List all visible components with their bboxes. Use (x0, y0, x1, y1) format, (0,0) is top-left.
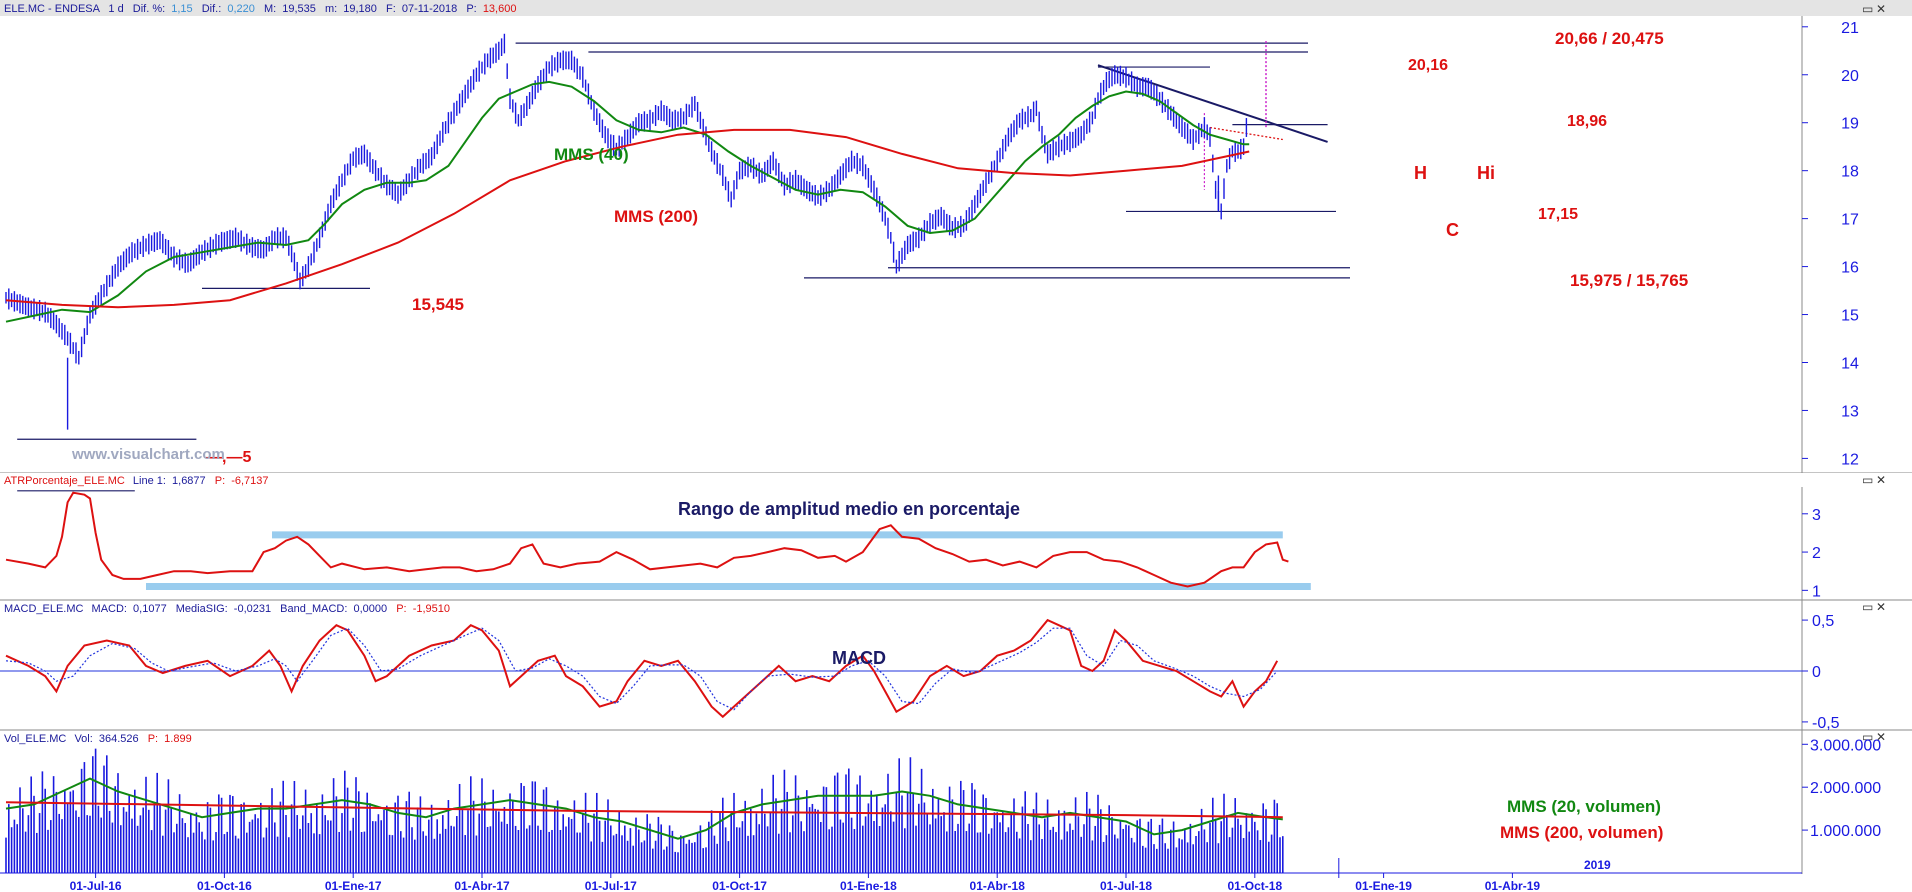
y-tick-label: 21 (1841, 20, 1859, 37)
pattern-label-c: C (1446, 220, 1459, 240)
macd-panel-title: MACD (832, 648, 886, 668)
x-tick-label: 01-Oct-18 (1227, 879, 1282, 892)
x-tick-label: 01-Jul-18 (1100, 879, 1152, 892)
restore-icon[interactable]: ▭ (1862, 473, 1873, 487)
x-tick-label: 01-Ene-19 (1355, 879, 1412, 892)
pattern-label-hi: Hi (1477, 163, 1495, 183)
level-label-20-16: 20,16 (1408, 57, 1448, 74)
y-tick-label: 19 (1841, 116, 1859, 133)
level-label-15-975: 15,975 / 15,765 (1570, 271, 1688, 290)
macd-series-mediasig (5, 627, 1278, 711)
level-label-20-66: 20,66 / 20,475 (1555, 29, 1664, 48)
axes-layer: 212019181716151413123210,50-0,53.000.000… (0, 20, 1881, 892)
y-tick-label: 2 (1812, 545, 1821, 562)
pattern-label-h: H (1414, 163, 1427, 183)
mms40-label: MMS (40) (554, 145, 629, 164)
y-tick-label: 0,5 (1812, 613, 1834, 630)
y-tick-label: 14 (1841, 355, 1859, 372)
watermark: www.visualchart.com (71, 446, 225, 463)
year-marker-label: 2019 (1584, 858, 1611, 872)
level-label-low: —,—5 (206, 449, 251, 466)
macd-header-text: MACD_ELE.MC MACD: 0,1077 MediaSIG: -0,02… (4, 603, 450, 615)
close-icon[interactable]: ✕ (1876, 730, 1886, 744)
guide-lines-layer (0, 41, 1802, 672)
mms200-label: MMS (200) (614, 207, 698, 226)
y-tick-label: 20 (1841, 68, 1859, 85)
y-tick-label: 18 (1841, 164, 1859, 181)
x-tick-label: 01-Abr-19 (1485, 879, 1541, 892)
level-label-17-15: 17,15 (1538, 206, 1578, 223)
price-header-text: ELE.MC - ENDESA 1 d Dif. %: 1,15 Dif.: 0… (4, 3, 516, 15)
level-label-18-96: 18,96 (1567, 113, 1607, 130)
y-tick-label: 15 (1841, 308, 1859, 325)
x-tick-label: 01-Ene-17 (325, 879, 382, 892)
y-tick-label: 1 (1812, 583, 1821, 600)
y-tick-label: 16 (1841, 260, 1859, 277)
atr-panel-title: Rango de amplitud medio en porcentaje (678, 499, 1020, 519)
x-tick-label: 01-Oct-16 (197, 879, 252, 892)
x-tick-label: 01-Jul-17 (585, 879, 637, 892)
y-tick-label: 0 (1812, 664, 1821, 681)
price-window-controls: ▭ ✕ (1862, 2, 1886, 16)
level-label-15-545: 15,545 (412, 295, 464, 314)
volume-ma-line (5, 801, 1283, 819)
vol-mms200-label: MMS (200, volumen) (1500, 823, 1663, 842)
y-tick-label: -0,5 (1812, 715, 1840, 732)
y-tick-label: 2.000.000 (1810, 780, 1881, 797)
x-tick-label: 01-Jul-16 (70, 879, 122, 892)
series-line-mms-200- (5, 128, 1250, 309)
series-line-mms-40- (5, 80, 1250, 323)
atr-header-bar (0, 473, 1912, 487)
y-tick-label: 13 (1841, 403, 1859, 420)
macd-series-macd (5, 618, 1279, 719)
close-icon[interactable]: ✕ (1876, 473, 1886, 487)
y-tick-label: 17 (1841, 212, 1859, 229)
x-tick-label: 01-Abr-17 (454, 879, 510, 892)
trend-line (1097, 64, 1328, 143)
y-tick-label: 3.000.000 (1810, 737, 1881, 754)
restore-icon[interactable]: ▭ (1862, 2, 1873, 16)
x-tick-label: 01-Ene-18 (840, 879, 897, 892)
x-tick-label: 01-Oct-17 (712, 879, 767, 892)
series-layer (5, 33, 1289, 840)
price-header-bar (0, 0, 1912, 16)
vol-mms20-label: MMS (20, volumen) (1507, 797, 1661, 816)
y-tick-label: 1.000.000 (1810, 823, 1881, 840)
restore-icon[interactable]: ▭ (1862, 600, 1873, 614)
y-tick-label: 3 (1812, 507, 1821, 524)
atr-header-text: ATRPorcentaje_ELE.MC Line 1: 1,6877 P: -… (4, 475, 269, 487)
restore-icon[interactable]: ▭ (1862, 730, 1873, 744)
close-icon[interactable]: ✕ (1876, 2, 1886, 16)
volume-header-text: Vol_ELE.MC Vol: 364.526 P: 1.899 (4, 733, 192, 745)
atr-line (5, 491, 1289, 588)
x-tick-label: 01-Abr-18 (970, 879, 1026, 892)
close-icon[interactable]: ✕ (1876, 600, 1886, 614)
y-tick-label: 12 (1841, 451, 1859, 468)
